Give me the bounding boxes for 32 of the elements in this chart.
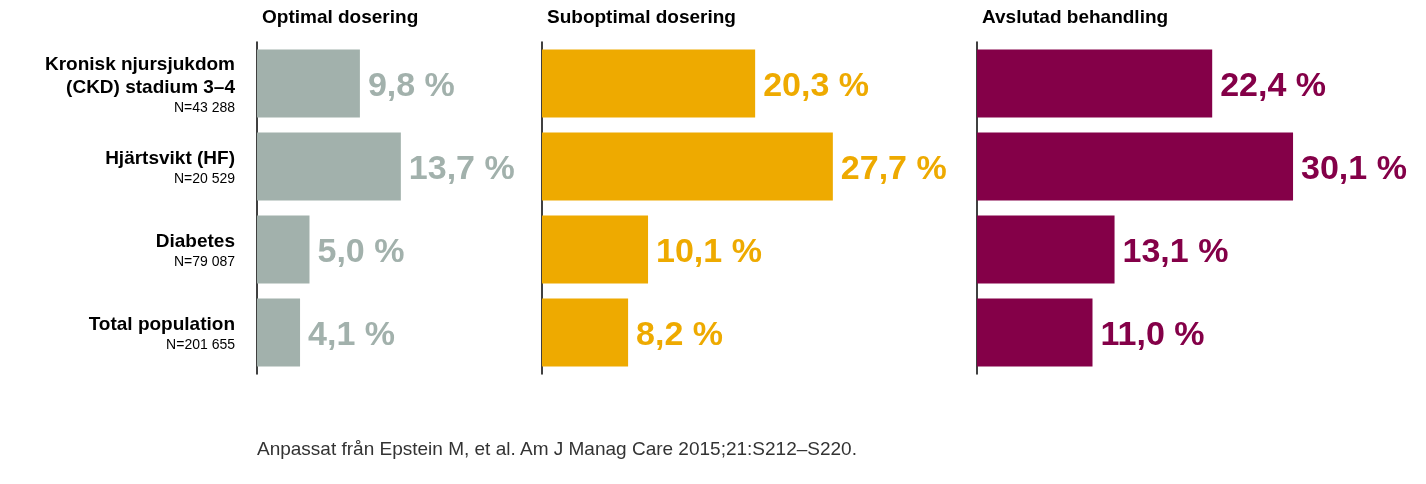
bar <box>977 298 1093 367</box>
data-label: 13,1 % <box>1122 230 1229 269</box>
bar <box>257 298 301 367</box>
data-label: 13,7 % <box>408 147 515 186</box>
data-label: 9,8 % <box>367 64 455 103</box>
bar <box>542 132 833 201</box>
data-label: 10,1 % <box>656 230 762 269</box>
data-label: 20,3 % <box>763 64 870 103</box>
bar <box>257 132 401 201</box>
chart-title: Optimal dosering <box>262 6 419 27</box>
bar <box>257 49 360 118</box>
data-label: 22,4 % <box>1220 64 1327 103</box>
data-label: 5,0 % <box>317 230 405 269</box>
bar <box>977 132 1294 201</box>
chart-title: Avslutad behandling <box>982 6 1169 27</box>
data-label: 8,2 % <box>636 313 724 352</box>
data-label: 4,1 % <box>308 313 395 352</box>
y-tick-label: Kronisk njursjukdom (CKD) stadium 3–4 N=43 288 <box>44 52 236 115</box>
data-label: 11,0 % <box>1100 313 1205 352</box>
bar <box>977 49 1213 118</box>
bar <box>542 215 649 284</box>
y-tick-label: Total population N=201 655 <box>88 313 236 352</box>
y-tick-label: Diabetes N=79 087 <box>155 230 236 269</box>
y-tick-label: Hjärtsvikt (HF) N=20 529 <box>105 147 236 186</box>
bar <box>257 215 310 284</box>
chart-title: Suboptimal dosering <box>547 6 736 27</box>
data-label: 30,1 % <box>1301 147 1407 186</box>
bar <box>542 49 756 118</box>
text: Anpassat från Epstein M, et al. Am J Manag Care 2015;21:S212–S220. <box>257 438 857 460</box>
data-label: 27,7 % <box>840 147 947 186</box>
bar <box>542 298 629 367</box>
bar <box>977 215 1115 284</box>
